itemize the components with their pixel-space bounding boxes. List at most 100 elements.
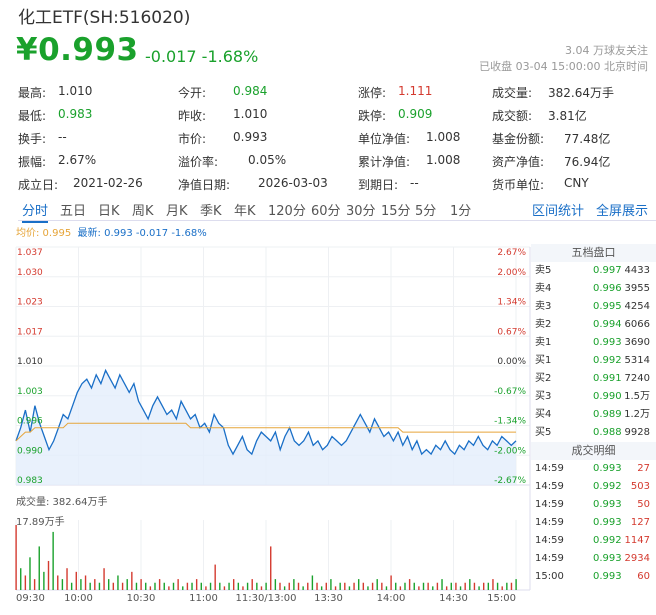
x-tick: 11:30/13:00 <box>235 593 296 604</box>
volume-bar <box>29 557 31 590</box>
volume-bar <box>478 586 480 590</box>
row-price: 0.993 <box>593 571 622 582</box>
stat-label: 成交额: <box>492 109 533 123</box>
intraday-chart[interactable]: 1.037 2.67% 1.030 2.00% 1.023 1.34% 1.017 0.67%… <box>0 240 656 615</box>
row-label: 14:59 <box>535 535 564 546</box>
volume-bar <box>515 579 517 590</box>
tab-6[interactable]: 年K <box>234 204 256 219</box>
row-volume: 1.2万 <box>624 409 650 420</box>
latest-price-legend: 最新: 0.993 -0.017 -1.68% <box>77 228 207 239</box>
volume-bar <box>487 582 490 590</box>
stat-value: -- <box>410 176 419 190</box>
volume-bar <box>473 582 476 590</box>
row-volume: 60 <box>637 571 650 582</box>
row-label: 14:59 <box>535 553 564 564</box>
tab-0[interactable]: 分时 <box>22 200 49 223</box>
volume-bar <box>205 586 207 590</box>
volume-bar <box>260 586 263 590</box>
x-tick: 15:00 <box>487 593 516 604</box>
tab-9[interactable]: 30分 <box>346 204 376 219</box>
stat-label: 今开: <box>178 86 207 100</box>
volume-bar <box>191 582 193 590</box>
volume-bar <box>20 568 22 590</box>
volume-bar <box>418 586 420 590</box>
tab-10[interactable]: 15分 <box>381 204 411 219</box>
row-label: 买4 <box>535 409 552 420</box>
row-price: 0.993 <box>593 499 622 510</box>
volume-bar <box>98 582 101 590</box>
volume-bar <box>47 560 50 590</box>
buy-row: 买3 0.990 1.5万 <box>531 388 656 406</box>
price-line <box>15 368 517 456</box>
row-price: 0.996 <box>593 283 622 294</box>
y-tick-right: -1.34% <box>494 417 526 427</box>
row-label: 14:59 <box>535 499 564 510</box>
market-status: 已收盘 03-04 15:00:00 北京时间 <box>479 60 648 73</box>
stat-value: 3.81亿 <box>548 109 587 123</box>
volume-bar <box>362 582 365 590</box>
y-tick-left: 1.017 <box>17 327 43 337</box>
y-tick-right: 2.67% <box>497 248 526 258</box>
volume-bar <box>455 582 457 590</box>
avg-price-legend: 均价: 0.995 <box>16 228 72 239</box>
stat-value: 1.111 <box>398 84 433 98</box>
tab-11[interactable]: 5分 <box>415 204 437 219</box>
volume-bar <box>395 582 397 590</box>
row-price: 0.989 <box>593 409 622 420</box>
row-volume: 3955 <box>624 283 650 294</box>
y-tick-left: 1.010 <box>17 357 43 367</box>
tab-12[interactable]: 1分 <box>450 204 472 219</box>
volume-bar <box>70 582 73 590</box>
row-volume: 3690 <box>624 337 650 348</box>
volume-bar <box>469 579 471 590</box>
volume-bar <box>256 582 258 590</box>
tab-2[interactable]: 日K <box>98 204 120 219</box>
tab-7[interactable]: 120分 <box>268 204 306 219</box>
row-label: 买3 <box>535 391 552 402</box>
volume-bar <box>325 582 327 590</box>
tab-4[interactable]: 月K <box>166 204 188 219</box>
row-price: 0.993 <box>593 553 622 564</box>
y-tick-right: 0.00% <box>497 357 526 367</box>
tab-3[interactable]: 周K <box>132 204 154 219</box>
volume-bar <box>121 582 124 590</box>
fullscreen-link[interactable]: 全屏展示 <box>596 204 649 219</box>
y-tick-left: 1.037 <box>17 248 43 258</box>
tab-1[interactable]: 五日 <box>60 204 87 219</box>
stat-label: 到期日: <box>358 178 399 192</box>
tab-8[interactable]: 60分 <box>311 204 341 219</box>
y-tick-right: 0.67% <box>497 327 526 337</box>
stat-value: 1.008 <box>426 130 461 144</box>
row-volume: 127 <box>630 517 650 528</box>
volume-bar <box>371 582 374 590</box>
row-label: 14:59 <box>535 481 564 492</box>
row-volume: 27 <box>637 463 650 474</box>
volume-bar <box>80 579 82 590</box>
volume-bar <box>367 586 369 590</box>
volume-bar <box>399 586 402 590</box>
y-tick-left: 0.990 <box>17 446 43 456</box>
row-label: 14:59 <box>535 463 564 474</box>
volume-bar <box>89 582 91 590</box>
avg-price-line <box>15 422 516 442</box>
row-label: 买2 <box>535 373 552 384</box>
trade-row: 14:59 0.993 50 <box>531 496 656 514</box>
row-price: 0.992 <box>593 355 622 366</box>
row-volume: 4254 <box>624 301 650 312</box>
stat-label: 涨停: <box>358 86 387 100</box>
volume-bar <box>330 579 332 590</box>
volume-bar <box>432 586 434 590</box>
range-stats-link[interactable]: 区间统计 <box>532 204 585 219</box>
volume-bar <box>251 579 253 590</box>
sell-row: 卖5 0.997 4433 <box>531 262 656 280</box>
stat-label: 资产净值: <box>492 155 545 169</box>
volume-bar <box>283 586 286 590</box>
stat-value: 76.94亿 <box>564 155 611 169</box>
volume-bar <box>293 579 295 590</box>
y-tick-right: -2.67% <box>494 476 526 486</box>
volume-bar <box>24 575 27 590</box>
volume-bar <box>441 579 443 590</box>
volume-bar <box>344 582 346 590</box>
followers-count[interactable]: 3.04 万球友关注 <box>565 44 648 57</box>
tab-5[interactable]: 季K <box>200 204 222 219</box>
